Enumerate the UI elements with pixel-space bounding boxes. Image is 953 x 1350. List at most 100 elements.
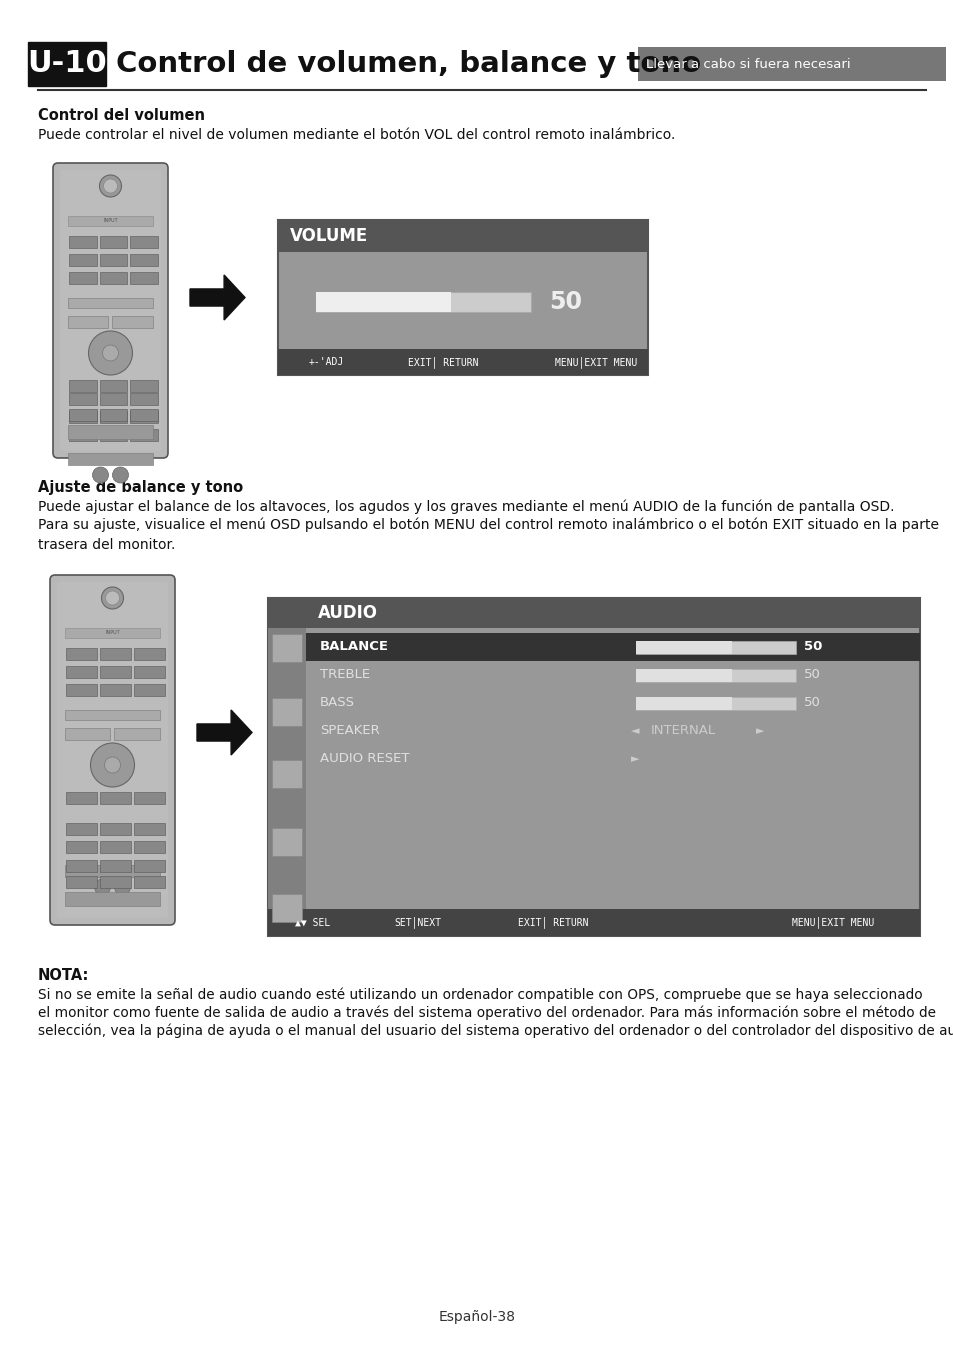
Bar (99, 429, 127, 441)
Bar (133, 824, 165, 836)
Bar (131, 271, 158, 284)
Bar (131, 429, 158, 441)
Circle shape (102, 346, 118, 360)
Text: INPUT: INPUT (103, 219, 117, 224)
Bar (65, 628, 160, 639)
Bar (100, 860, 131, 872)
Bar (66, 824, 97, 836)
Text: NOTA:: NOTA: (38, 968, 90, 983)
Text: AUDIO: AUDIO (317, 603, 377, 622)
Bar (66, 860, 97, 872)
Bar (65, 892, 160, 906)
Bar (68, 298, 152, 308)
Text: AUDIO RESET: AUDIO RESET (319, 752, 409, 765)
Bar (69, 409, 96, 421)
Circle shape (92, 467, 109, 483)
Bar (131, 393, 158, 405)
Bar (69, 271, 96, 284)
Bar (69, 379, 96, 391)
Bar (100, 666, 131, 678)
Bar (315, 292, 451, 312)
Polygon shape (190, 275, 245, 320)
Text: BASS: BASS (319, 697, 355, 710)
Bar (68, 454, 152, 464)
Text: Puede ajustar el balance de los altavoces, los agudos y los graves mediante el m: Puede ajustar el balance de los altavoce… (38, 500, 894, 514)
Bar (99, 254, 127, 266)
Bar (636, 697, 795, 710)
Text: ▲▼ SEL: ▲▼ SEL (295, 918, 331, 927)
FancyBboxPatch shape (50, 575, 174, 925)
Bar (638, 47, 945, 81)
Text: EXIT│ RETURN: EXIT│ RETURN (407, 356, 477, 369)
Bar (133, 876, 165, 888)
Text: SPEAKER: SPEAKER (319, 725, 379, 737)
Bar (315, 292, 531, 312)
Bar (133, 684, 165, 697)
Bar (69, 393, 96, 405)
Bar (131, 409, 158, 421)
Bar (636, 668, 731, 682)
Bar (636, 697, 731, 710)
Text: BALANCE: BALANCE (319, 640, 389, 653)
Text: TREBLE: TREBLE (319, 668, 370, 682)
Bar (268, 598, 919, 936)
Bar (636, 640, 731, 653)
Bar (99, 236, 127, 248)
Bar (66, 648, 97, 660)
Bar (131, 236, 158, 248)
Bar (636, 640, 795, 653)
Circle shape (99, 176, 121, 197)
Bar (131, 254, 158, 266)
Bar (100, 876, 131, 888)
Bar (66, 876, 97, 888)
Bar (99, 271, 127, 284)
Text: MENU│EXIT MENU: MENU│EXIT MENU (791, 917, 873, 929)
Bar (68, 316, 109, 328)
Bar (277, 220, 647, 375)
Text: el monitor como fuente de salida de audio a través del sistema operativo del ord: el monitor como fuente de salida de audi… (38, 1006, 935, 1021)
Bar (68, 425, 152, 439)
Bar (272, 760, 302, 788)
Bar (66, 666, 97, 678)
Text: VOLUME: VOLUME (290, 227, 368, 244)
Bar (133, 666, 165, 678)
Text: Control de volumen, balance y tono: Control de volumen, balance y tono (116, 50, 700, 78)
Bar (268, 598, 919, 628)
Text: Para su ajuste, visualice el menú OSD pulsando el botón MENU del control remoto : Para su ajuste, visualice el menú OSD pu… (38, 518, 938, 532)
FancyBboxPatch shape (57, 582, 168, 918)
Bar (272, 894, 302, 922)
Circle shape (94, 879, 111, 895)
Text: INPUT: INPUT (105, 630, 120, 636)
Text: ►: ► (630, 755, 639, 764)
Text: Si no se emite la señal de audio cuando esté utilizando un ordenador compatible : Si no se emite la señal de audio cuando … (38, 988, 922, 1003)
Circle shape (103, 180, 117, 193)
Bar (28, 42, 106, 86)
Circle shape (112, 467, 129, 483)
Bar (65, 728, 111, 740)
Circle shape (91, 743, 134, 787)
Bar (100, 792, 131, 805)
Text: Llevar a cabo si fuera necesari: Llevar a cabo si fuera necesari (645, 58, 850, 70)
Text: 50: 50 (548, 290, 581, 315)
Bar (133, 792, 165, 805)
Bar (272, 634, 302, 662)
Bar (133, 860, 165, 872)
Bar (69, 254, 96, 266)
Bar (65, 865, 160, 878)
Bar (131, 410, 158, 423)
Text: +-'ADJ: +-'ADJ (308, 356, 343, 367)
Text: U-10: U-10 (27, 50, 107, 78)
Text: Puede controlar el nivel de volumen mediante el botón VOL del control remoto ina: Puede controlar el nivel de volumen medi… (38, 128, 675, 142)
Bar (133, 648, 165, 660)
Bar (66, 684, 97, 697)
Bar (114, 728, 160, 740)
Bar (272, 698, 302, 726)
Text: ►: ► (755, 726, 763, 736)
Bar (100, 684, 131, 697)
Circle shape (105, 757, 120, 774)
Bar (66, 841, 97, 853)
Text: ◄: ◄ (630, 726, 639, 736)
Bar (65, 710, 160, 720)
Text: EXIT│ RETURN: EXIT│ RETURN (517, 917, 588, 929)
Bar (69, 410, 96, 423)
